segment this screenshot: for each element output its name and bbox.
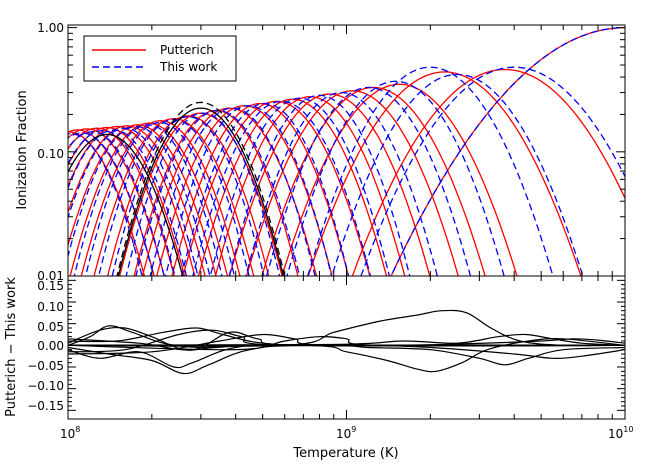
- top-curve-putterich-13: [133, 109, 299, 276]
- bottom-y-axis-label: Putterich − This work: [4, 277, 19, 417]
- top-curve-this-work-21: [286, 80, 505, 276]
- x-tick-label-1e10: 1010: [608, 425, 633, 441]
- top-curve-this-work-20: [265, 86, 472, 276]
- top-curve-putterich-22: [261, 86, 486, 276]
- difference-curve-3: [68, 344, 625, 375]
- top-curve-putterich-20: [228, 93, 431, 276]
- top-curve-putterich-12: [119, 112, 283, 276]
- top-panel-curves: [68, 26, 625, 276]
- bottom-y-tick-label: −0.10: [27, 379, 64, 393]
- top-curve-this-work-0: [68, 133, 143, 276]
- top-curve-putterich-17: [182, 100, 371, 276]
- top-curve-putterich-5: [68, 125, 196, 276]
- bottom-y-tick-label: −0.15: [27, 399, 64, 413]
- top-curve-this-work-17: [209, 97, 391, 276]
- top-curve-putterich-21: [245, 90, 459, 276]
- top-curve-highlight-0: [68, 133, 184, 276]
- legend-this-work-label: This work: [159, 60, 217, 74]
- top-curve-putterich-6: [68, 125, 206, 276]
- top-curve-this-work-11: [125, 112, 281, 276]
- bottom-y-tick-label: 0.05: [37, 320, 64, 334]
- svg-text:109: 109: [336, 425, 356, 441]
- top-y-tick-label: 0.10: [37, 147, 64, 161]
- top-curve-putterich-23: [281, 83, 518, 276]
- legend: Putterich This work: [83, 35, 237, 82]
- top-curve-putterich-4: [68, 126, 186, 276]
- top-curve-putterich-7: [68, 124, 217, 276]
- top-curve-this-work-8: [84, 121, 236, 276]
- top-curve-this-work-16: [192, 100, 372, 276]
- legend-putterich-label: Putterich: [160, 43, 214, 57]
- top-curve-putterich-26: [390, 26, 625, 276]
- top-curve-this-work-22: [307, 66, 554, 276]
- top-curve-putterich-24: [307, 71, 582, 276]
- top-curve-putterich-8: [69, 122, 229, 276]
- top-curve-this-work-9: [98, 118, 250, 276]
- bottom-y-tick-label: 0.00: [37, 339, 64, 353]
- top-curve-highlight-1: [117, 107, 284, 276]
- top-curve-this-work-10: [111, 115, 265, 276]
- top-curve-putterich-14: [141, 107, 318, 276]
- top-curve-putterich-25: [351, 68, 625, 276]
- top-curve-this-work-1: [68, 132, 155, 276]
- top-curve-this-work-7: [73, 124, 223, 276]
- top-curve-this-work-15: [180, 102, 350, 276]
- bottom-panel-curves: [68, 309, 625, 375]
- top-curve-this-work-18: [228, 94, 411, 276]
- bottom-panel-frame: [67, 275, 626, 420]
- top-curve-putterich-9: [80, 120, 241, 276]
- top-curve-this-work-14: [164, 105, 333, 276]
- top-y-axis-label: Ionization Fraction: [15, 90, 30, 209]
- top-curve-this-work-13: [149, 107, 316, 276]
- top-curve-this-work-24: [360, 66, 625, 276]
- top-curve-this-work-23: [331, 73, 584, 276]
- top-curve-putterich-1: [68, 129, 155, 276]
- top-curve-this-work-3: [68, 130, 176, 276]
- top-curve-putterich-16: [171, 102, 350, 276]
- svg-text:1010: 1010: [608, 425, 633, 441]
- top-curve-this-work-2: [68, 131, 165, 276]
- top-curve-this-work-6: [68, 125, 211, 276]
- bottom-y-tick-label: −0.05: [27, 359, 64, 373]
- x-axis-label: Temperature (K): [292, 446, 398, 461]
- top-curve-this-work-5: [68, 127, 199, 276]
- top-curve-this-work-4: [68, 129, 188, 276]
- top-y-tick-label: 1.00: [37, 21, 64, 35]
- top-curve-this-work-25: [390, 26, 625, 276]
- legend-box: [83, 35, 237, 82]
- difference-curve-14: [68, 338, 625, 346]
- bottom-y-tick-label: 0.10: [37, 300, 64, 314]
- x-tick-label-1e8: 108: [60, 425, 80, 441]
- x-tick-label-1e9: 109: [336, 425, 356, 441]
- svg-text:108: 108: [60, 425, 80, 441]
- top-curve-putterich-10: [93, 117, 255, 276]
- top-curve-putterich-15: [156, 105, 333, 276]
- top-curve-putterich-11: [106, 115, 270, 276]
- bottom-y-tick-label: 0.15: [37, 279, 64, 293]
- top-y-tick-label: 0.01: [37, 269, 64, 283]
- top-curve-this-work-19: [245, 91, 438, 276]
